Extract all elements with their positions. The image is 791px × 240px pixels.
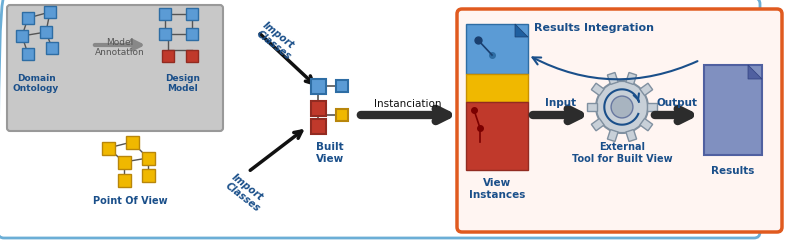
Bar [626, 72, 637, 84]
Bar [186, 8, 198, 20]
Text: Results: Results [711, 166, 755, 176]
Text: Input: Input [546, 98, 577, 108]
Bar [46, 42, 58, 54]
FancyArrowPatch shape [532, 57, 698, 79]
Text: Built
View: Built View [316, 142, 344, 164]
Bar [704, 65, 762, 155]
Bar [587, 103, 597, 111]
Bar [22, 12, 34, 24]
Text: External
Tool for Built View: External Tool for Built View [572, 142, 672, 164]
Bar [186, 50, 198, 62]
Bar [311, 119, 326, 133]
Text: Design
Model: Design Model [165, 74, 200, 93]
Text: Model
Annotation: Model Annotation [95, 38, 145, 57]
Bar [162, 50, 174, 62]
Bar [466, 24, 528, 74]
Text: Results Integration: Results Integration [534, 23, 654, 33]
Polygon shape [748, 65, 762, 79]
Bar [592, 83, 604, 96]
Text: Output: Output [657, 98, 698, 108]
Bar [640, 119, 653, 131]
Circle shape [596, 81, 648, 133]
Text: Domain
Ontology: Domain Ontology [13, 74, 59, 93]
Bar [101, 142, 115, 155]
Bar [142, 168, 154, 181]
Bar [466, 102, 528, 170]
Bar [118, 156, 131, 168]
Circle shape [611, 96, 633, 118]
Polygon shape [515, 24, 528, 37]
FancyBboxPatch shape [7, 5, 223, 131]
Bar [336, 109, 348, 121]
Text: Import
Classes: Import Classes [223, 172, 269, 214]
Bar [311, 101, 326, 115]
Bar [40, 26, 52, 38]
Bar [159, 8, 171, 20]
Bar [466, 74, 528, 102]
Text: Point Of View: Point Of View [93, 196, 168, 206]
Text: Instanciation: Instanciation [374, 99, 441, 109]
Text: Import
Classes: Import Classes [254, 20, 300, 62]
Bar [126, 136, 138, 149]
Bar [626, 130, 637, 142]
Bar [607, 130, 618, 142]
Bar [159, 28, 171, 40]
Bar [142, 151, 154, 164]
Bar [118, 174, 131, 186]
FancyBboxPatch shape [457, 9, 782, 232]
Bar [592, 119, 604, 131]
Bar [16, 30, 28, 42]
Bar [640, 83, 653, 96]
Bar [44, 6, 56, 18]
Bar [22, 48, 34, 60]
Bar [607, 72, 618, 84]
Bar [311, 78, 326, 94]
Bar [647, 103, 657, 111]
Text: View
Instances: View Instances [469, 178, 525, 200]
Bar [186, 28, 198, 40]
Bar [336, 80, 348, 92]
